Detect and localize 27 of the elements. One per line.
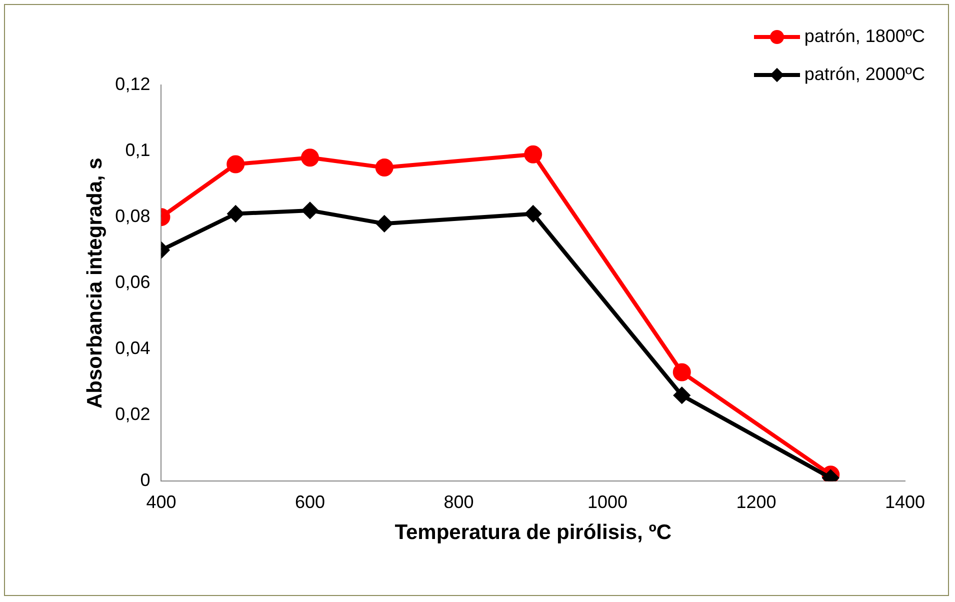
y-tick-label: 0,12 xyxy=(115,74,150,94)
y-tick-label: 0 xyxy=(140,470,150,490)
x-axis-title: Temperatura de pirólisis, ºC xyxy=(394,521,672,544)
x-tick-label: 1200 xyxy=(736,492,776,512)
x-tick-label: 1400 xyxy=(884,492,926,512)
x-tick-label: 400 xyxy=(146,492,176,512)
point xyxy=(525,206,542,222)
point xyxy=(228,206,244,222)
point xyxy=(375,158,394,177)
y-tick-label: 0,08 xyxy=(115,206,150,226)
point xyxy=(226,155,245,174)
point xyxy=(674,387,690,404)
x-tick-label: 800 xyxy=(444,492,474,512)
y-axis-title: Absorbancia integrada, s xyxy=(83,158,106,409)
y-tick-label: 0,02 xyxy=(115,404,150,424)
point xyxy=(524,145,542,164)
y-tick-label: 0,06 xyxy=(115,272,150,292)
y-tick-label: 0,04 xyxy=(115,338,150,358)
point xyxy=(300,148,319,167)
legend-label: patrón, 1800ºC xyxy=(804,26,925,47)
x-tick-label: 1000 xyxy=(587,492,628,512)
legend-label: patrón, 2000ºC xyxy=(804,64,925,85)
x-tick-label: 600 xyxy=(294,492,326,512)
point xyxy=(672,363,691,382)
point xyxy=(302,202,318,218)
point xyxy=(376,216,392,232)
y-tick-label: 0,1 xyxy=(125,140,150,160)
